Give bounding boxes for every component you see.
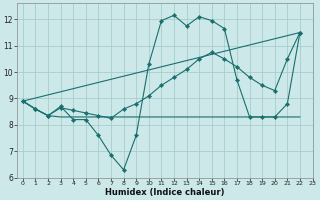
X-axis label: Humidex (Indice chaleur): Humidex (Indice chaleur) <box>105 188 224 197</box>
